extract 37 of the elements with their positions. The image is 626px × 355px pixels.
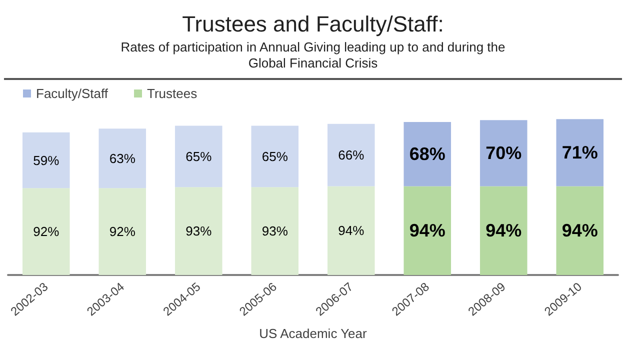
- data-label: 65%: [262, 148, 288, 164]
- bar: [22, 132, 70, 188]
- bar: [327, 124, 375, 186]
- bar: [251, 187, 299, 275]
- bar: [174, 187, 222, 275]
- bar: [98, 188, 146, 275]
- data-label: 94%: [562, 220, 598, 241]
- data-label: 92%: [33, 224, 60, 240]
- bar: [404, 186, 452, 275]
- chart-subtitle: Rates of participation in Annual Giving leading up to and during the Global Financial Crisis: [120, 40, 506, 70]
- bar: [251, 126, 299, 188]
- data-label: 94%: [338, 223, 365, 238]
- bar: [480, 186, 528, 275]
- data-label: 93%: [186, 224, 212, 239]
- bar: [404, 122, 452, 186]
- data-label: 71%: [562, 142, 598, 163]
- bar: [98, 128, 146, 188]
- data-label: 65%: [186, 148, 212, 164]
- data-label: 94%: [409, 220, 446, 241]
- legend-label: Faculty/Staff: [36, 86, 108, 101]
- legend-label: Trustees: [147, 86, 198, 101]
- bar: [174, 126, 222, 188]
- data-label: 94%: [486, 220, 522, 241]
- x-axis-title: US Academic Year: [259, 326, 368, 341]
- bar: [480, 120, 528, 186]
- data-label: 63%: [109, 150, 136, 166]
- data-label: 70%: [486, 143, 522, 164]
- bar: [556, 119, 604, 186]
- data-label: 93%: [262, 224, 288, 239]
- data-label: 66%: [338, 148, 365, 163]
- data-label: 59%: [33, 152, 60, 168]
- data-label: 92%: [109, 224, 136, 240]
- chart-title: Trustees and Faculty/Staff:: [182, 12, 444, 36]
- bar: [556, 186, 604, 275]
- bar: [327, 186, 375, 275]
- data-label: 68%: [409, 144, 446, 164]
- bar: [22, 188, 70, 275]
